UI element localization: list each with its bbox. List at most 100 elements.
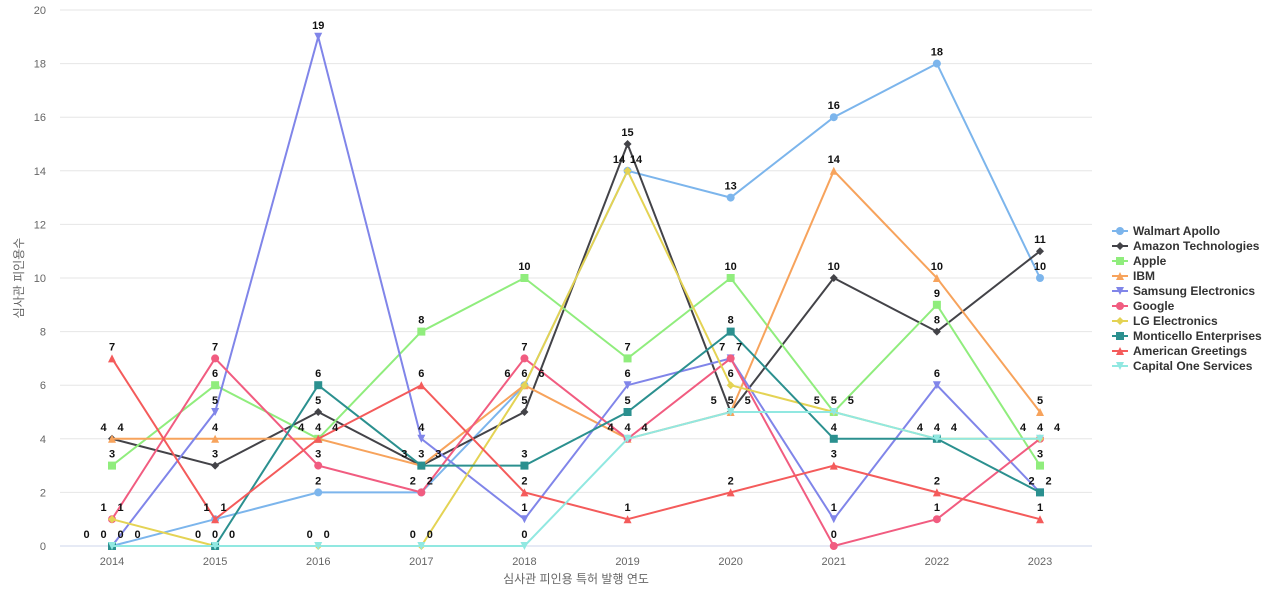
data-point[interactable] [1036, 488, 1044, 497]
data-point[interactable] [108, 461, 116, 470]
data-point[interactable] [314, 488, 323, 497]
data-point[interactable] [623, 408, 632, 416]
legend-item[interactable]: Capital One Services [1112, 359, 1253, 373]
legend-item[interactable]: Google [1112, 299, 1175, 313]
data-point[interactable] [932, 327, 941, 336]
data-point[interactable] [520, 274, 529, 282]
series-capital-one-services [108, 408, 1044, 550]
data-point[interactable] [932, 381, 941, 390]
data-point[interactable] [211, 381, 220, 390]
data-label: 0 [521, 529, 527, 541]
data-point[interactable] [829, 461, 838, 470]
data-point[interactable] [314, 461, 323, 470]
data-point[interactable] [726, 274, 735, 282]
data-point[interactable] [726, 488, 735, 497]
data-point[interactable] [520, 408, 529, 416]
data-point[interactable] [829, 274, 838, 282]
data-point[interactable] [417, 434, 426, 443]
data-point[interactable] [1036, 408, 1044, 416]
data-point[interactable] [211, 408, 220, 416]
data-point[interactable] [1036, 515, 1044, 524]
data-point[interactable] [1036, 247, 1044, 256]
series-line[interactable] [112, 330, 1041, 547]
data-point[interactable] [932, 434, 941, 443]
data-label: 0 [324, 529, 330, 541]
series-line[interactable] [111, 141, 1041, 467]
data-point[interactable] [726, 327, 735, 336]
data-point[interactable] [932, 515, 941, 524]
data-point[interactable] [520, 515, 529, 524]
data-point[interactable] [417, 461, 426, 470]
legend-item[interactable]: Samsung Electronics [1112, 284, 1255, 298]
data-point[interactable] [1036, 434, 1044, 443]
data-label: 8 [934, 315, 940, 327]
data-point[interactable] [1036, 461, 1044, 470]
data-point[interactable] [932, 300, 941, 309]
legend-item[interactable]: LG Electronics [1112, 314, 1218, 328]
data-point[interactable] [211, 354, 220, 363]
data-point[interactable] [417, 327, 426, 336]
data-point[interactable] [108, 434, 116, 443]
data-point[interactable] [623, 166, 632, 175]
data-point[interactable] [829, 166, 838, 175]
series-line[interactable] [111, 276, 1041, 467]
data-point[interactable] [520, 381, 529, 390]
data-point[interactable] [623, 515, 632, 524]
data-point[interactable] [932, 59, 941, 68]
series-line[interactable] [112, 411, 1040, 547]
data-point[interactable] [108, 354, 116, 363]
data-point[interactable] [932, 274, 941, 282]
data-label: 14 [828, 154, 841, 166]
series-line[interactable] [111, 356, 1041, 548]
data-point[interactable] [726, 381, 735, 390]
x-tick-label: 2020 [718, 556, 742, 568]
data-point[interactable] [108, 515, 116, 524]
data-point[interactable] [726, 354, 735, 363]
legend-item[interactable]: Walmart Apollo [1112, 224, 1220, 238]
data-point[interactable] [932, 488, 941, 497]
data-point[interactable] [623, 140, 632, 148]
data-point[interactable] [211, 434, 220, 443]
data-point[interactable] [623, 381, 632, 390]
data-point[interactable] [211, 515, 220, 524]
data-point[interactable] [211, 461, 220, 470]
data-label: 5 [745, 395, 751, 407]
data-point[interactable] [108, 542, 116, 550]
series-line[interactable] [111, 62, 1041, 547]
data-point[interactable] [829, 434, 838, 443]
data-point[interactable] [417, 488, 426, 497]
data-point[interactable] [314, 32, 323, 41]
data-label: 7 [521, 341, 527, 353]
x-axis-title: 심사관 피인용 특허 발행 연도 [503, 571, 649, 586]
data-point[interactable] [623, 354, 632, 363]
data-point[interactable] [520, 461, 529, 470]
data-point[interactable] [417, 381, 426, 390]
data-point[interactable] [829, 408, 838, 416]
data-point[interactable] [829, 113, 838, 122]
data-point[interactable] [829, 515, 838, 524]
series-line[interactable] [111, 357, 1041, 521]
data-point[interactable] [829, 542, 838, 550]
legend-marker-icon [1116, 362, 1124, 370]
data-point[interactable] [314, 542, 323, 550]
data-point[interactable] [726, 408, 735, 416]
data-point[interactable] [520, 354, 529, 363]
data-point[interactable] [417, 542, 426, 550]
legend-item[interactable]: IBM [1112, 269, 1155, 283]
data-point[interactable] [314, 408, 323, 416]
data-point[interactable] [520, 488, 529, 497]
legend-item[interactable]: American Greetings [1112, 344, 1247, 358]
data-point[interactable] [1036, 274, 1044, 282]
data-label: 0 [134, 529, 140, 541]
data-point[interactable] [314, 381, 323, 390]
legend-item[interactable]: Apple [1112, 254, 1167, 268]
data-point[interactable] [726, 193, 735, 202]
data-point[interactable] [520, 542, 529, 550]
data-point[interactable] [314, 434, 323, 443]
legend-item[interactable]: Amazon Technologies [1112, 239, 1260, 253]
series-line[interactable] [111, 32, 1041, 547]
legend-item[interactable]: Monticello Enterprises [1112, 329, 1262, 343]
series-line[interactable] [112, 169, 1041, 467]
data-point[interactable] [623, 434, 632, 443]
data-point[interactable] [211, 542, 220, 550]
